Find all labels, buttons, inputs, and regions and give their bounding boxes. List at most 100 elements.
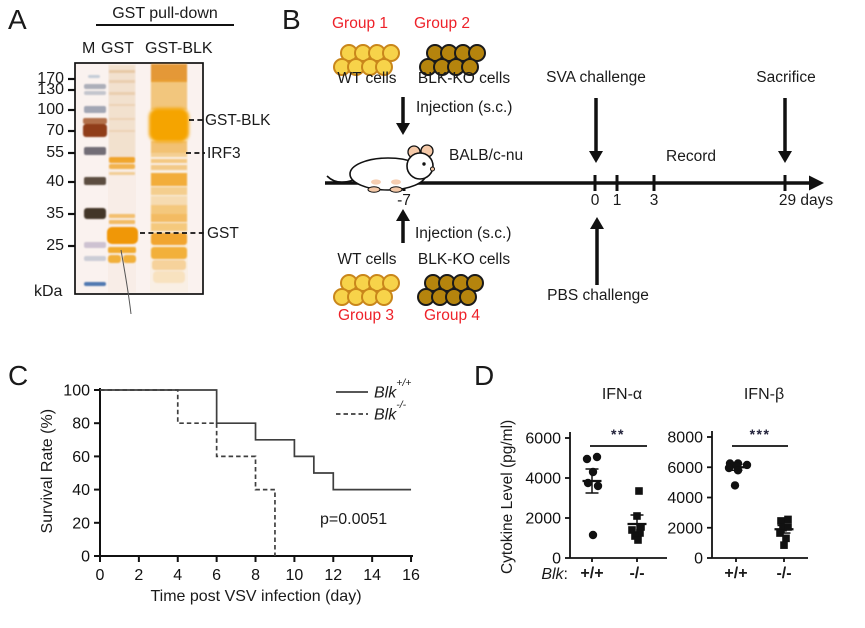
points-0--/- — [628, 487, 645, 544]
gel-header: GST pull-down — [96, 5, 234, 27]
tick-label-minus7: -7 — [397, 192, 411, 209]
record-label: Record — [666, 148, 716, 165]
sva-challenge-label: SVA challenge — [546, 69, 646, 86]
y-axis-title: Survival Rate (%) — [38, 408, 56, 534]
panel-b-timeline: B Group 1 Group 2 WT cells BLK-KO cells … — [270, 0, 865, 352]
panel-d-cytokines: 0 2000 4000 6000 0 2000 4000 6000 8000 D Cytokin… — [430, 360, 865, 628]
svg-text:100: 100 — [63, 383, 90, 400]
svg-text:0: 0 — [81, 549, 90, 566]
marker-55: 55 — [46, 144, 64, 161]
cell-cluster-wt-0 — [333, 44, 400, 76]
gel-scratch — [120, 249, 132, 315]
arrowhead-sva — [589, 151, 603, 163]
p-value-label: p=0.0051 — [320, 511, 388, 528]
marker-130: 130 — [37, 81, 64, 98]
significance-beta: *** — [749, 426, 771, 442]
tick-label-1: 1 — [612, 192, 622, 209]
panel-c-survival: 0 2 4 6 8 10 12 14 16 0 20 40 60 80 100 C Blk+/+ Blk-/… — [0, 360, 440, 628]
cell-cluster-ko-1 — [419, 44, 486, 76]
timeline-arrowhead — [809, 175, 824, 191]
timeline-graphic — [325, 44, 824, 306]
gst-blk-lane-bands — [151, 64, 187, 283]
pbs-challenge-label: PBS challenge — [547, 287, 649, 304]
legend-entry-ko: Blk-/- — [374, 399, 406, 425]
wt-cells-bottom-label: WT cells — [337, 251, 397, 268]
band-label-gst-blk: GST-BLK — [205, 112, 271, 129]
panel-c-label: C — [8, 360, 29, 391]
sacrifice-label: Sacrifice — [756, 69, 816, 86]
svg-text:6000: 6000 — [667, 460, 703, 477]
svg-text:6000: 6000 — [525, 431, 561, 448]
panel-a-gel: A GST pull-down M GST GST-BLK 170 130 10… — [0, 0, 270, 345]
cytokine-y-axis-title: Cytokine Level (pg/ml) — [499, 419, 517, 575]
svg-text:0: 0 — [96, 567, 105, 584]
marker-170: 170 — [37, 70, 64, 87]
band-label-gst: GST — [207, 225, 239, 242]
svg-text:14: 14 — [363, 567, 381, 584]
marker-35: 35 — [46, 205, 64, 222]
gst-lane-bands — [107, 65, 138, 263]
legend-allele-ko: -/- — [396, 399, 407, 412]
svg-text:8000: 8000 — [667, 430, 703, 447]
panel-a-label: A — [8, 4, 27, 35]
cell-cluster-wt-2 — [333, 274, 400, 306]
svg-text:4000: 4000 — [667, 490, 703, 507]
x-axis-title: Time post VSV infection (day) — [150, 588, 362, 605]
c-series-solid — [100, 389, 412, 491]
panel-d-label: D — [474, 360, 495, 391]
mouse-icon — [326, 144, 435, 193]
marker-lane-bands — [83, 75, 107, 286]
cell-cluster-ko-3 — [417, 274, 484, 306]
ko-cells-top-label: BLK-KO cells — [417, 70, 511, 87]
alpha-group-ko-label: -/- — [629, 565, 645, 582]
marker-70: 70 — [46, 122, 64, 139]
alpha-group-wt-label: +/+ — [580, 565, 604, 582]
svg-text:12: 12 — [324, 567, 342, 584]
wt-cells-top-label: WT cells — [337, 70, 397, 87]
blk-axis-prefix: Blk: — [518, 566, 568, 584]
band-label-irf3: IRF3 — [207, 145, 241, 162]
kda-unit-label: kDa — [34, 283, 63, 300]
injection-bottom-label: Injection (s.c.) — [415, 225, 512, 242]
gst-blk-main-band — [149, 108, 189, 142]
band-pointer-lines — [140, 119, 205, 234]
blk-colon: : — [563, 566, 568, 583]
svg-text:20: 20 — [72, 515, 90, 532]
d-axes-1 — [707, 431, 808, 559]
lane-label-gst: GST — [101, 40, 134, 57]
beta-group-wt-label: +/+ — [724, 565, 748, 582]
legend-gene-wt: Blk — [374, 384, 397, 402]
svg-text:16: 16 — [402, 567, 420, 584]
down-arrows — [401, 97, 787, 152]
tick-label-0: 0 — [590, 192, 600, 209]
beta-group-ko-label: -/- — [776, 565, 792, 582]
ifn-beta-title: IFN-β — [743, 386, 785, 403]
legend-entry-wt: Blk+/+ — [374, 377, 411, 403]
svg-text:10: 10 — [286, 567, 304, 584]
svg-text:40: 40 — [72, 482, 90, 499]
legend-gene-ko: Blk — [374, 406, 397, 424]
c-axes — [94, 388, 413, 562]
group-3-label: Group 3 — [337, 307, 394, 324]
marker-ticks — [68, 77, 75, 248]
svg-text:4000: 4000 — [525, 471, 561, 488]
injection-top-label: Injection (s.c.) — [416, 99, 513, 116]
tick-label-29days: 29 days — [778, 192, 834, 209]
survival-chart: 0 2 4 6 8 10 12 14 16 0 20 40 60 80 100 — [63, 383, 420, 585]
svg-text:0: 0 — [552, 551, 561, 568]
points-1-+/+ — [724, 459, 752, 490]
blk-gene-label: Blk — [541, 566, 564, 583]
ifn-alpha-title: IFN-α — [601, 386, 643, 403]
points-0-+/+ — [582, 452, 603, 540]
svg-text:60: 60 — [72, 449, 90, 466]
arrowhead-pbs — [590, 217, 604, 229]
significance-alpha: ** — [611, 426, 625, 442]
svg-text:6: 6 — [212, 567, 221, 584]
marker-100: 100 — [37, 101, 64, 118]
panel-b-label: B — [282, 4, 301, 35]
lane-label-m: M — [82, 40, 96, 57]
cytokine-charts: 0 2000 4000 6000 0 2000 4000 6000 8000 — [525, 430, 808, 568]
group-2-label: Group 2 — [413, 15, 470, 32]
mouse-strain-label: BALB/c-nu — [449, 147, 524, 164]
d-axes-0 — [565, 432, 667, 559]
